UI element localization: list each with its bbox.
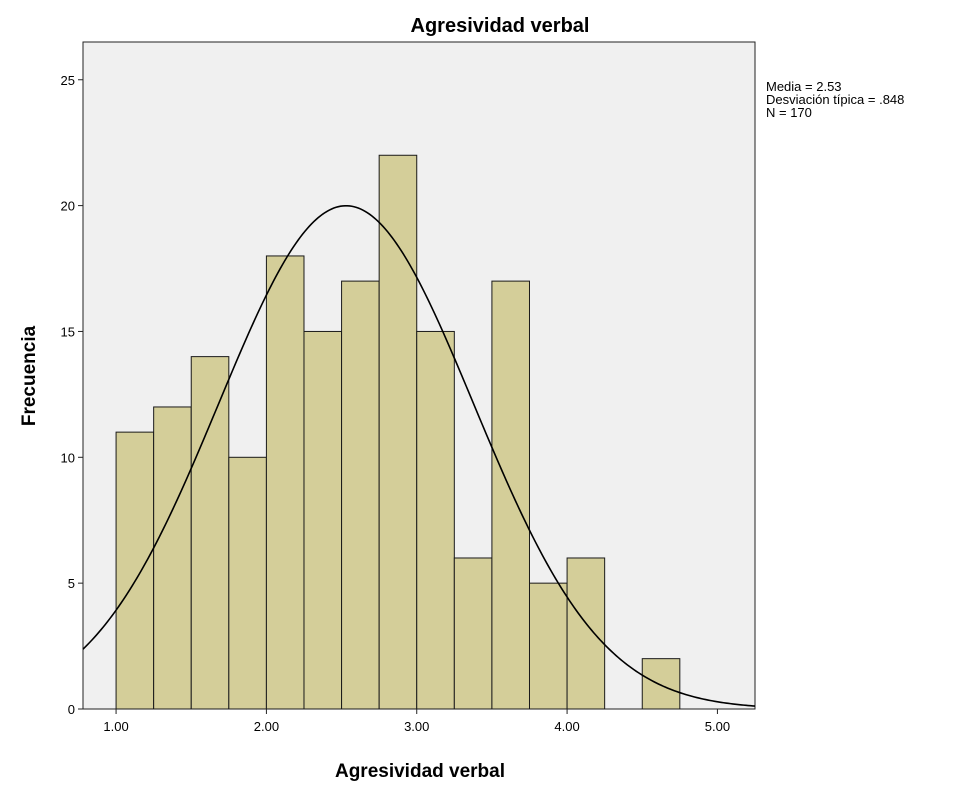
histogram-bar bbox=[417, 331, 455, 709]
x-axis: 1.00 2.00 3.00 4.00 5.00 bbox=[103, 709, 730, 734]
histogram-bar bbox=[154, 407, 192, 709]
histogram-bar bbox=[530, 583, 568, 709]
y-tick-label: 5 bbox=[68, 576, 75, 591]
chart-title: Agresividad verbal bbox=[411, 15, 590, 37]
y-tick-label: 10 bbox=[61, 450, 75, 465]
y-tick-label: 20 bbox=[61, 199, 75, 214]
y-tick-label: 0 bbox=[68, 702, 75, 717]
histogram-bar bbox=[379, 155, 417, 709]
y-tick-label: 25 bbox=[61, 73, 75, 88]
histogram-bar bbox=[191, 357, 229, 709]
x-tick-label: 4.00 bbox=[554, 719, 579, 734]
y-axis-label: Frecuencia bbox=[19, 325, 40, 426]
histogram-bar bbox=[266, 256, 304, 709]
x-tick-label: 2.00 bbox=[254, 719, 279, 734]
histogram-bar bbox=[454, 558, 492, 709]
x-tick-label: 1.00 bbox=[103, 719, 128, 734]
histogram-bar bbox=[342, 281, 380, 709]
histogram-bar bbox=[229, 457, 267, 709]
x-axis-label: Agresividad verbal bbox=[335, 761, 505, 782]
y-axis: 0 5 10 15 20 25 bbox=[61, 73, 83, 717]
x-tick-label: 3.00 bbox=[404, 719, 429, 734]
y-tick-label: 15 bbox=[61, 324, 75, 339]
histogram-bar bbox=[642, 659, 680, 709]
stats-n: N = 170 bbox=[766, 105, 812, 120]
histogram-bar bbox=[492, 281, 530, 709]
x-tick-label: 5.00 bbox=[705, 719, 730, 734]
stats-box: Media = 2.53 Desviación típica = .848 N … bbox=[766, 79, 904, 120]
histogram-bar bbox=[116, 432, 154, 709]
histogram-bar bbox=[304, 331, 342, 709]
histogram-bar bbox=[567, 558, 605, 709]
